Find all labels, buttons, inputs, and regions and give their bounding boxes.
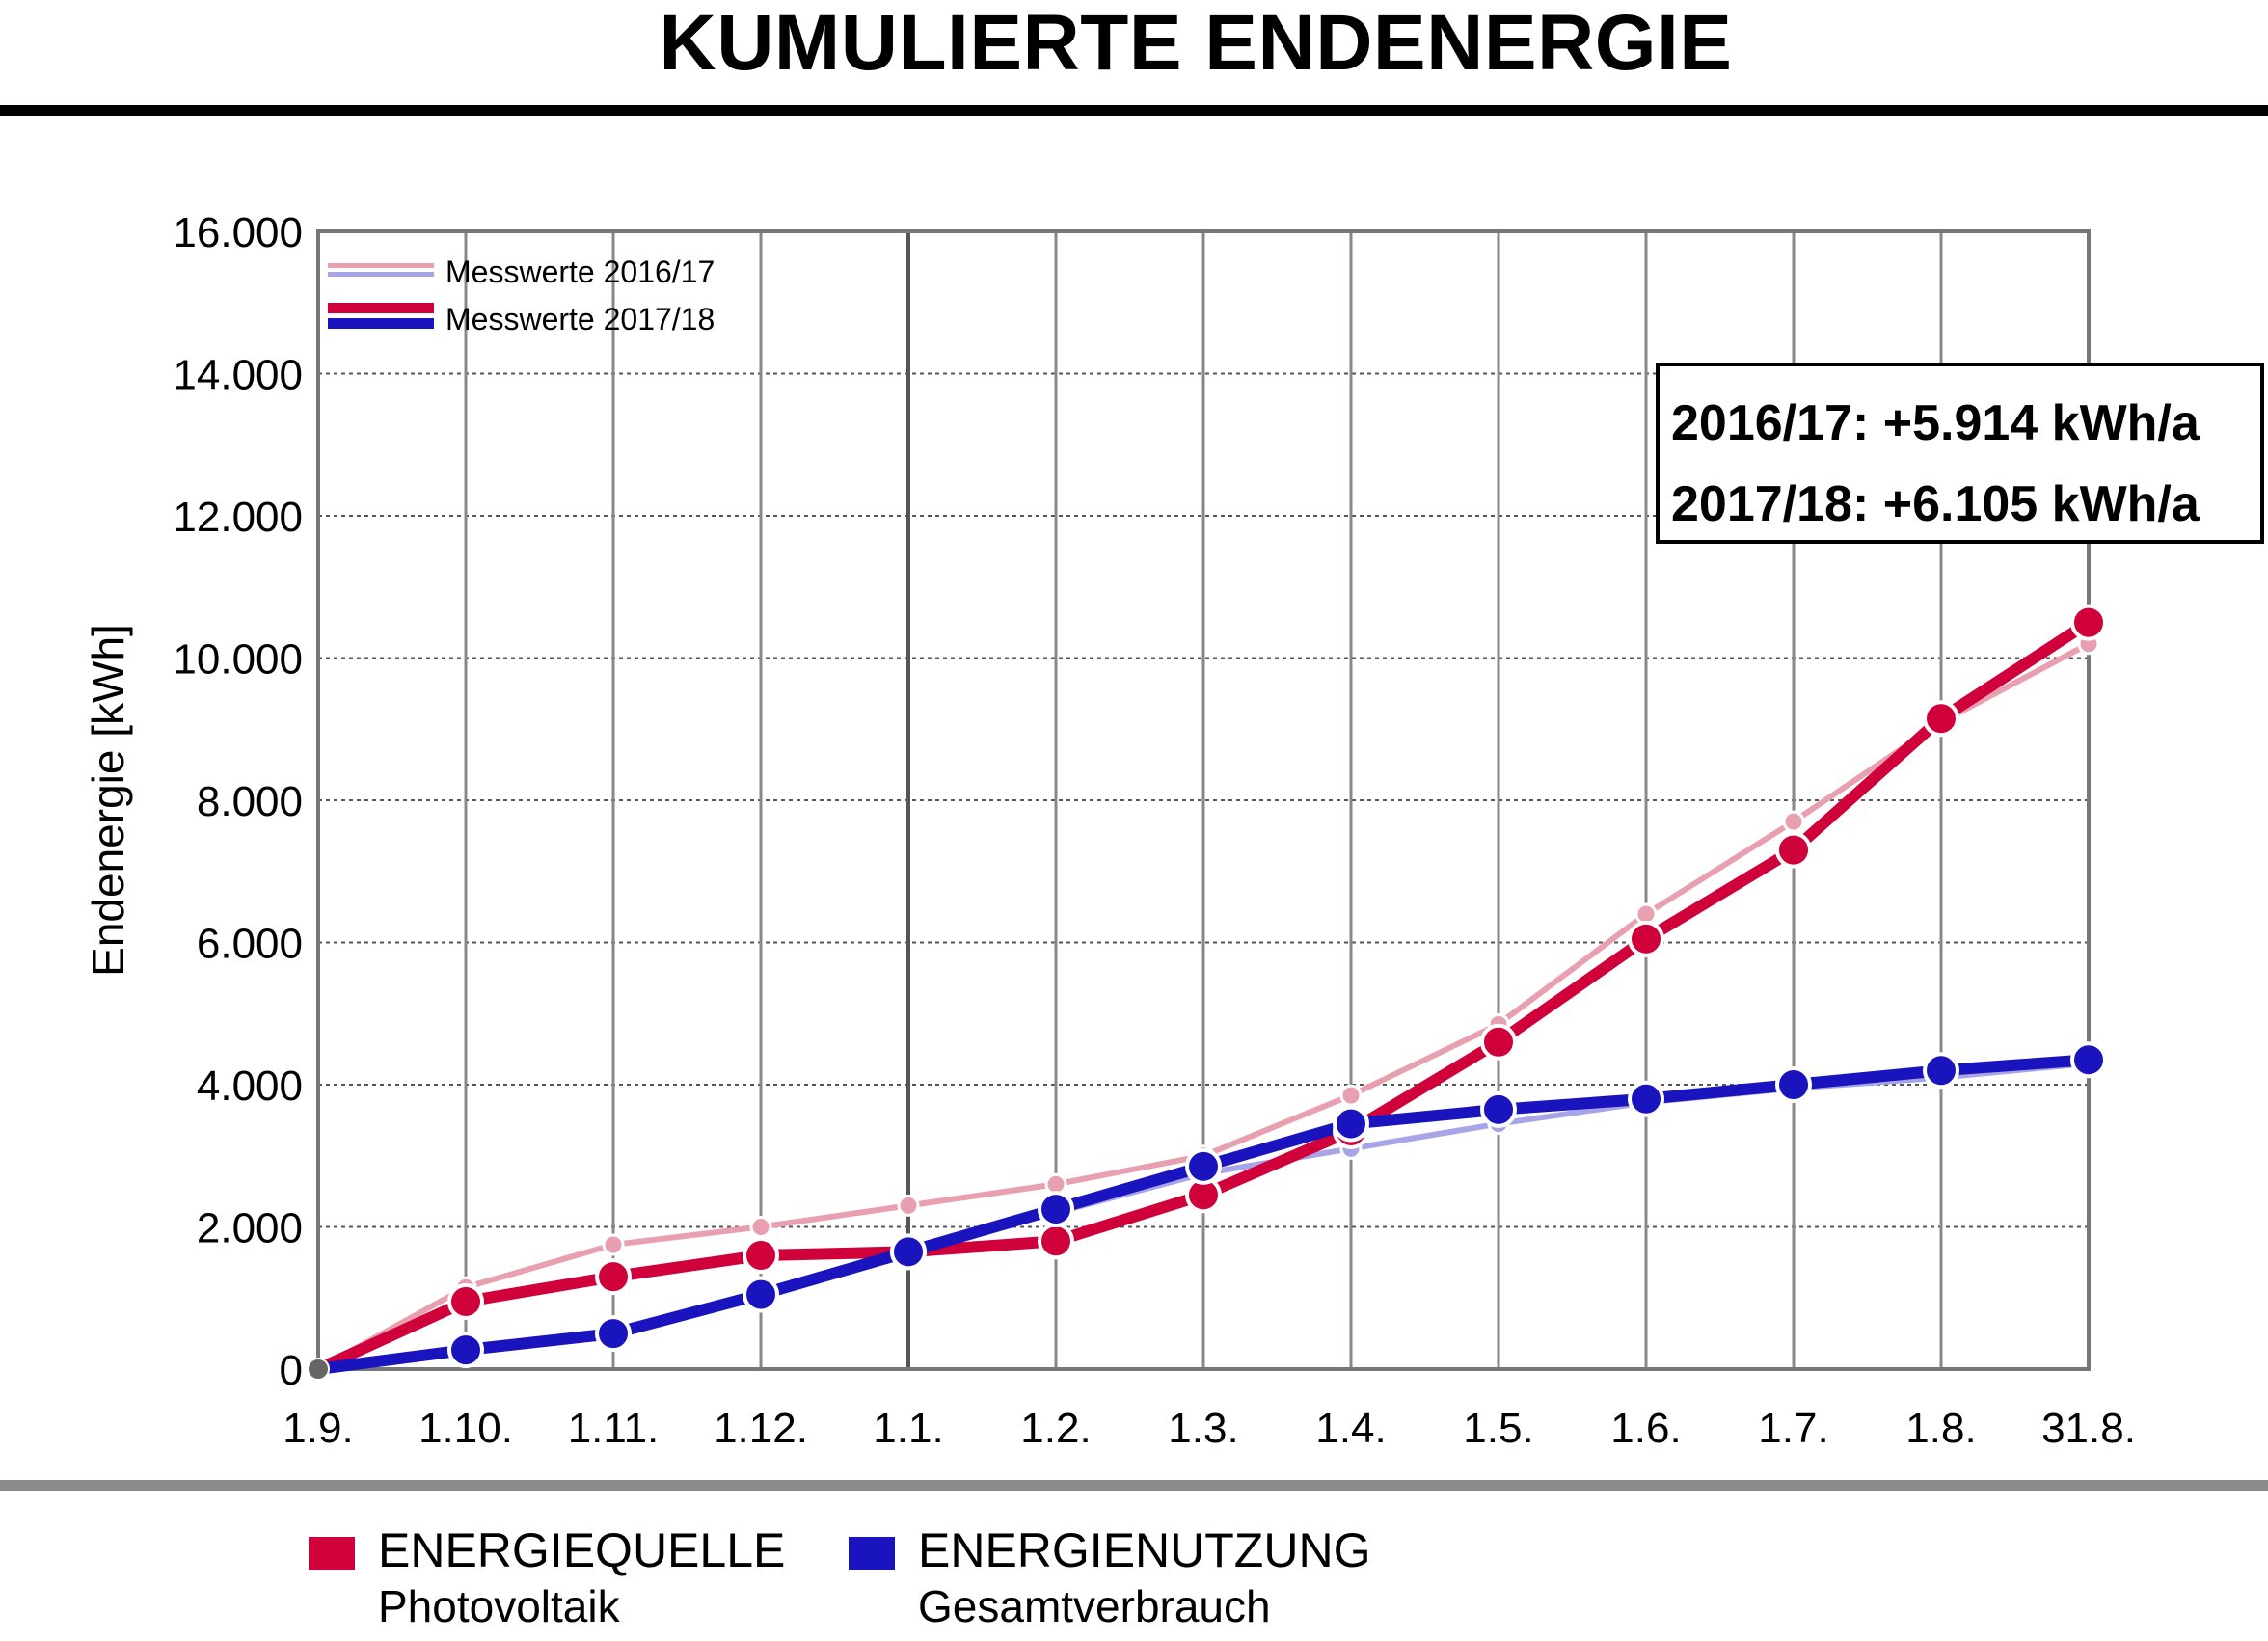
data-point xyxy=(1775,1066,1812,1103)
data-point xyxy=(1628,1080,1664,1117)
data-point xyxy=(447,1332,484,1369)
x-tick-label: 1.2. xyxy=(1020,1405,1091,1452)
data-point xyxy=(1923,700,1959,738)
legend-label-2016-17: Messwerte 2016/17 xyxy=(446,255,715,289)
data-point xyxy=(749,1216,772,1238)
legend-line-nutzung-2017-18 xyxy=(328,318,434,329)
data-point xyxy=(890,1233,927,1271)
x-tick-label: 1.11. xyxy=(568,1405,660,1452)
x-tick-label: 1.4. xyxy=(1315,1405,1386,1452)
data-point xyxy=(1333,1105,1369,1143)
data-point xyxy=(595,1315,632,1353)
legend-separator xyxy=(0,1480,2268,1491)
x-tick-label: 1.5. xyxy=(1463,1405,1533,1452)
data-point xyxy=(595,1258,632,1296)
y-tick-label: 2.000 xyxy=(197,1205,303,1252)
title-underline xyxy=(0,105,2268,116)
annotation-line-2016-17: 2016/17: +5.914 kWh/a xyxy=(1671,395,2200,451)
legend-category-energienutzung: ENERGIENUTZUNG xyxy=(918,1523,1371,1577)
data-point xyxy=(1775,831,1812,869)
x-tick-label: 1.8. xyxy=(1905,1405,1976,1452)
legend-line-quelle-2017-18 xyxy=(328,303,434,313)
data-point xyxy=(1923,1052,1959,1090)
annotation-box xyxy=(1656,363,2264,544)
y-tick-label: 10.000 xyxy=(173,636,303,684)
y-axis-label: Endenergie [kWh] xyxy=(83,624,133,977)
annotation-line-2017-18: 2017/18: +6.105 kWh/a xyxy=(1671,476,2200,532)
x-tick-label: 31.8. xyxy=(2041,1405,2136,1452)
legend-line-quelle-2016-17 xyxy=(328,263,434,268)
y-tick-label: 12.000 xyxy=(173,494,303,541)
x-tick-label: 1.10. xyxy=(418,1405,513,1452)
y-tick-label: 16.000 xyxy=(173,209,303,256)
legend-sub-photovoltaik: Photovoltaik xyxy=(378,1581,620,1631)
y-tick-label: 4.000 xyxy=(197,1063,303,1110)
data-point xyxy=(602,1233,625,1256)
legend-swatch-energiequelle xyxy=(309,1537,355,1570)
chart-canvas: 0 2.000 4.000 6.000 8.000 10.000 12.000 14.000 1… xyxy=(83,209,2264,1452)
data-point xyxy=(1782,810,1805,833)
legend-sub-gesamtverbrauch: Gesamtverbrauch xyxy=(918,1581,1271,1631)
data-point xyxy=(1339,1084,1363,1107)
x-tick-label: 1.1. xyxy=(873,1405,943,1452)
data-point xyxy=(447,1282,484,1320)
y-tick-label: 6.000 xyxy=(197,921,303,968)
x-tick-label: 1.9. xyxy=(283,1405,353,1452)
data-point xyxy=(1480,1090,1517,1128)
y-tick-label: 14.000 xyxy=(173,352,303,399)
data-point xyxy=(1480,1023,1517,1061)
plot-frame xyxy=(316,229,2091,1371)
data-point xyxy=(1038,1223,1074,1260)
data-point xyxy=(897,1194,920,1217)
legend-category-energiequelle: ENERGIEQUELLE xyxy=(378,1523,786,1577)
legend-swatch-energienutzung xyxy=(849,1537,895,1570)
data-point xyxy=(1038,1191,1074,1228)
x-tick-label: 1.3. xyxy=(1168,1405,1238,1452)
x-tick-label: 1.12. xyxy=(714,1405,808,1452)
legend-label-2017-18: Messwerte 2017/18 xyxy=(446,302,715,336)
x-tick-label: 1.6. xyxy=(1610,1405,1681,1452)
data-point xyxy=(1628,920,1664,957)
data-point xyxy=(2070,604,2107,641)
data-point xyxy=(1185,1147,1222,1185)
origin-point xyxy=(307,1358,330,1381)
x-tick-label: 1.7. xyxy=(1758,1405,1828,1452)
legend-line-nutzung-2016-17 xyxy=(328,272,434,277)
data-point xyxy=(742,1237,779,1274)
data-point xyxy=(742,1276,779,1313)
y-tick-label: 8.000 xyxy=(197,778,303,825)
data-point xyxy=(2070,1041,2107,1079)
chart-title: KUMULIERTE ENDENERGIE xyxy=(659,0,1733,87)
y-tick-label: 0 xyxy=(280,1347,303,1394)
